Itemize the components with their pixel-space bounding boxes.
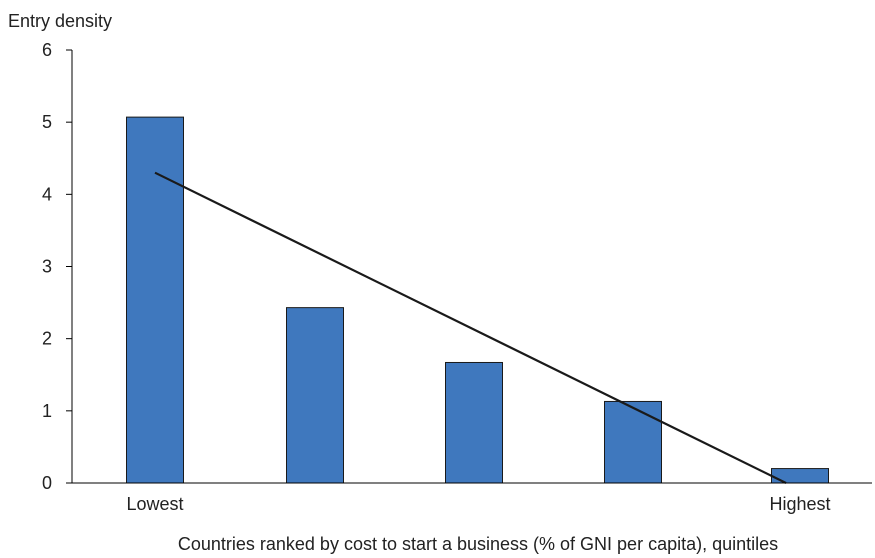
bar-4 xyxy=(604,400,662,484)
y-tick-label: 5 xyxy=(42,112,52,132)
y-tick-label: 4 xyxy=(42,184,52,204)
y-axis-label: Entry density xyxy=(8,11,112,31)
x-axis-tick-labels: Lowest Highest xyxy=(126,494,830,514)
bar-1 xyxy=(126,116,184,484)
x-tick-label: Highest xyxy=(769,494,830,514)
x-axis-label: Countries ranked by cost to start a busi… xyxy=(178,534,778,554)
bar-3 xyxy=(445,361,503,484)
y-axis-ticks: 0 1 2 3 4 5 6 xyxy=(42,40,72,493)
bars xyxy=(126,116,829,484)
trend-line xyxy=(154,171,787,484)
x-tick-label: Lowest xyxy=(126,494,183,514)
y-tick-label: 2 xyxy=(42,329,52,349)
y-tick-label: 1 xyxy=(42,401,52,421)
y-tick-label: 0 xyxy=(42,473,52,493)
y-tick-label: 3 xyxy=(42,257,52,277)
bar-2 xyxy=(286,307,344,484)
y-tick-label: 6 xyxy=(42,40,52,60)
